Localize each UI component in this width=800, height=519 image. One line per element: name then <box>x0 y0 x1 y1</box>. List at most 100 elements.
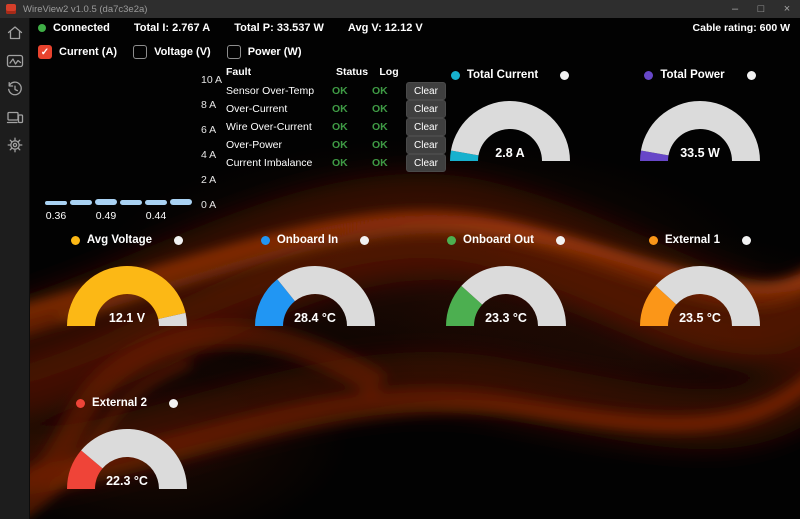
legend-series-dot <box>644 70 654 80</box>
fault-clear-cell: Clear <box>406 118 452 136</box>
devices-icon <box>6 111 23 124</box>
sidebar-item-devices[interactable] <box>4 107 26 127</box>
wire-current-bar <box>145 199 167 205</box>
fault-name: Current Imbalance <box>226 157 313 169</box>
legend-remainder-dot <box>741 235 751 245</box>
checkbox-current-icon[interactable]: ✓ <box>38 45 52 59</box>
gauge-arc-area: 22.3 °C <box>65 427 189 490</box>
total-current-readout: Total I: 2.767 A <box>133 22 211 34</box>
legend-series-label: External 1 <box>665 234 720 246</box>
sidebar-item-live-graph[interactable] <box>4 51 26 71</box>
filter-voltage[interactable]: Voltage (V) <box>133 45 211 59</box>
filter-voltage-label: Voltage (V) <box>154 46 211 58</box>
gauge-value: 2.8 A <box>495 146 525 160</box>
gauge-total-current: Total Current 2.8 A <box>425 68 595 162</box>
gauge-value: 22.3 °C <box>106 474 148 488</box>
wire-current-bar <box>170 198 192 205</box>
gauge-legend: Total Power <box>644 68 756 82</box>
fault-clear-button[interactable]: Clear <box>406 136 446 154</box>
connection-status-label: Connected <box>53 22 110 34</box>
gauge-arc <box>640 265 760 326</box>
gauge-arc-area: 12.1 V <box>65 264 189 327</box>
y-tick: 0 A <box>201 199 217 211</box>
maximize-button[interactable]: □ <box>757 3 765 15</box>
fault-clear-button[interactable]: Clear <box>406 100 446 118</box>
filter-current-label: Current (A) <box>59 46 118 58</box>
legend-remainder-dot <box>168 398 178 408</box>
window-controls: – □ × <box>722 0 800 18</box>
gauge-legend: Onboard In <box>260 233 370 247</box>
wire-current-bar <box>95 198 117 205</box>
bar-value-label <box>120 210 142 222</box>
close-button[interactable]: × <box>783 3 791 15</box>
legend-series-label: External 2 <box>92 397 147 409</box>
sidebar-item-home[interactable] <box>4 23 26 43</box>
home-icon <box>7 26 22 40</box>
fault-header-log: Log <box>379 66 399 78</box>
sidebar <box>0 18 30 519</box>
avg-voltage-readout: Avg V: 12.12 V <box>347 22 423 34</box>
fault-name: Over-Power <box>226 139 283 151</box>
window-title: WireView2 v1.0.5 (da7c3e2a) <box>23 3 148 15</box>
fault-log: OK <box>372 139 388 151</box>
bar-value-label <box>170 210 192 222</box>
sidebar-item-settings[interactable] <box>4 135 26 155</box>
fault-clear-button[interactable]: Clear <box>406 118 446 136</box>
gauge-legend: External 2 <box>76 396 178 410</box>
gauge-onboard-in: Onboard In 28.4 °C <box>230 233 400 327</box>
fault-status: OK <box>332 103 348 115</box>
legend-series-label: Onboard Out <box>463 234 534 246</box>
legend-remainder-dot <box>174 235 184 245</box>
history-icon <box>7 81 22 96</box>
gauge-arc-area: 23.5 °C <box>638 264 762 327</box>
fault-table: Fault Status Log Sensor Over-Temp OK OK … <box>226 62 452 172</box>
legend-series-label: Total Current <box>466 69 539 81</box>
fault-header-status: Status <box>335 66 369 78</box>
fault-log: OK <box>372 85 388 97</box>
gauge-avg-voltage: Avg Voltage 12.1 V <box>42 233 212 327</box>
filter-current[interactable]: ✓ Current (A) <box>38 45 117 59</box>
legend-series-label: Avg Voltage <box>86 234 153 246</box>
gauge-arc <box>66 265 187 326</box>
gauge-value: 33.5 W <box>680 146 720 160</box>
legend-series-dot <box>450 70 460 80</box>
fault-clear-button[interactable]: Clear <box>406 82 446 100</box>
gauge-onboard-out: Onboard Out 23.3 °C <box>421 233 591 327</box>
titlebar: WireView2 v1.0.5 (da7c3e2a) – □ × <box>0 0 800 18</box>
legend-series-dot <box>260 235 270 245</box>
settings-icon <box>7 137 22 153</box>
wire-current-bars <box>45 80 192 205</box>
fault-status: OK <box>332 139 348 151</box>
checkbox-voltage-icon[interactable] <box>133 45 148 59</box>
fault-clear-button[interactable]: Clear <box>406 154 446 172</box>
legend-series-label: Total Power <box>660 69 725 81</box>
filter-power[interactable]: Power (W) <box>226 45 302 59</box>
sidebar-item-history[interactable] <box>4 79 26 99</box>
fault-clear-cell: Clear <box>406 136 452 154</box>
bar-value-label: 0.49 <box>95 210 117 222</box>
fault-header-fault: Fault <box>226 66 252 78</box>
legend-remainder-dot <box>360 235 370 245</box>
checkbox-power-icon[interactable] <box>226 45 241 59</box>
minimize-button[interactable]: – <box>731 3 739 15</box>
gauge-legend: External 1 <box>649 233 751 247</box>
wire-current-plot: 0.36 0.49 0.44 <box>45 74 192 222</box>
series-filters: ✓ Current (A) Voltage (V) Power (W) <box>38 43 301 61</box>
legend-series-dot <box>447 235 457 245</box>
fault-status: OK <box>332 121 348 133</box>
gauge-arc <box>640 101 760 161</box>
legend-remainder-dot <box>555 235 565 245</box>
y-tick: 6 A <box>201 124 217 136</box>
filter-power-label: Power (W) <box>247 46 302 58</box>
fault-clear-cell: Clear <box>406 154 452 172</box>
wire-current-bar <box>70 199 92 205</box>
gauge-value: 28.4 °C <box>294 311 336 325</box>
y-tick: 8 A <box>201 99 217 111</box>
app-logo-icon <box>6 4 16 14</box>
y-tick: 4 A <box>201 149 217 161</box>
wire-current-y-axis: 10 A 8 A 6 A 4 A 2 A 0 A <box>201 74 222 211</box>
wire-current-chart: 0.36 0.49 0.44 10 A 8 A 6 A 4 A 2 A 0 A <box>45 74 222 222</box>
wire-current-bar-labels: 0.36 0.49 0.44 <box>45 210 192 222</box>
gauge-arc-area: 2.8 A <box>448 99 572 162</box>
